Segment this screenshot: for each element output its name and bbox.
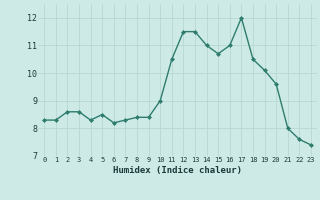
X-axis label: Humidex (Indice chaleur): Humidex (Indice chaleur) bbox=[113, 166, 242, 175]
